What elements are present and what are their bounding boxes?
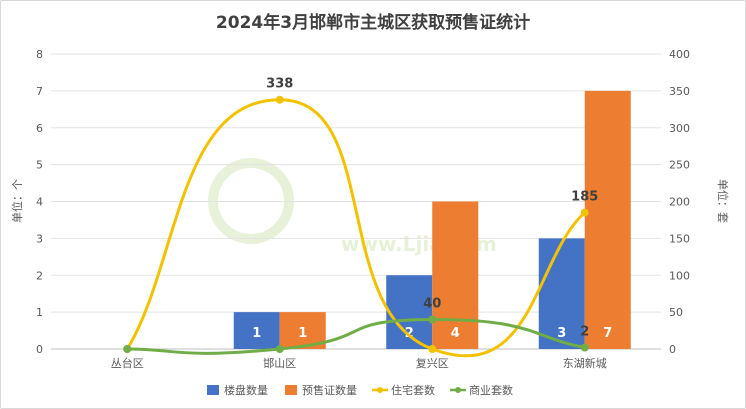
bar-value-label: 7: [603, 326, 612, 341]
x-tick-label: 东湖新城: [563, 356, 607, 370]
legend-label: 预售证数量: [302, 383, 357, 397]
y-left-tick-label: 7: [36, 85, 43, 98]
line-point: [123, 345, 132, 353]
bar: [584, 90, 631, 349]
legend-label: 商业套数: [469, 383, 513, 397]
y-right-tick-label: 300: [669, 122, 690, 135]
y-left-tick-label: 1: [36, 306, 43, 319]
legend-swatch-marker: [377, 387, 383, 393]
y-right-axis-title: 单位：套: [716, 179, 730, 223]
y-left-tick-label: 6: [36, 122, 43, 135]
line-point: [428, 345, 437, 353]
line-value-label: 40: [423, 297, 441, 312]
series-line: [125, 98, 586, 358]
bar: [538, 238, 585, 349]
y-left-tick-label: 4: [36, 196, 43, 209]
y-left-tick-label: 3: [36, 232, 43, 245]
line-point: [580, 208, 589, 217]
x-tick-label: 丛台区: [111, 356, 144, 370]
y-right-tick-label: 200: [669, 196, 690, 209]
y-right-tick-label: 100: [669, 269, 690, 282]
x-tick-label: 邯山区: [263, 356, 296, 370]
bar: [233, 312, 280, 349]
bar-value-label: 3: [557, 326, 566, 341]
legend-swatch: [207, 385, 219, 395]
bar-value-label: 2: [405, 326, 414, 341]
y-left-tick-label: 8: [36, 48, 43, 61]
legend-swatch-marker: [455, 387, 461, 393]
y-left-tick-label: 0: [36, 343, 43, 356]
line-point: [580, 343, 589, 352]
y-left-tick-label: 5: [36, 159, 43, 172]
legend-label: 住宅套数: [391, 383, 435, 397]
y-right-tick-label: 350: [669, 85, 690, 98]
y-right-tick-label: 400: [669, 48, 690, 61]
line-value-label: 338: [266, 77, 293, 92]
line-value-label: 2: [580, 325, 589, 340]
y-right-tick-label: 250: [669, 159, 690, 172]
line-point: [275, 345, 284, 353]
line-point: [428, 315, 437, 324]
y-right-tick-label: 50: [669, 306, 683, 319]
x-tick-label: 复兴区: [416, 356, 449, 370]
y-left-axis-title: 单位：个: [10, 179, 24, 223]
bar-value-label: 1: [252, 326, 261, 341]
legend-label: 楼盘数量: [224, 383, 268, 397]
line-value-label: 185: [571, 190, 598, 205]
y-right-tick-label: 150: [669, 232, 690, 245]
chart-title: 2024年3月邯郸市主城区获取预售证统计: [216, 12, 530, 33]
y-left-tick-label: 2: [36, 269, 43, 282]
bar-value-label: 4: [451, 326, 460, 341]
line-point: [275, 95, 284, 104]
y-right-tick-label: 0: [669, 343, 676, 356]
bar-value-label: 1: [298, 326, 307, 341]
legend-swatch: [285, 385, 297, 395]
series-line: [127, 317, 586, 355]
bar: [432, 201, 479, 349]
